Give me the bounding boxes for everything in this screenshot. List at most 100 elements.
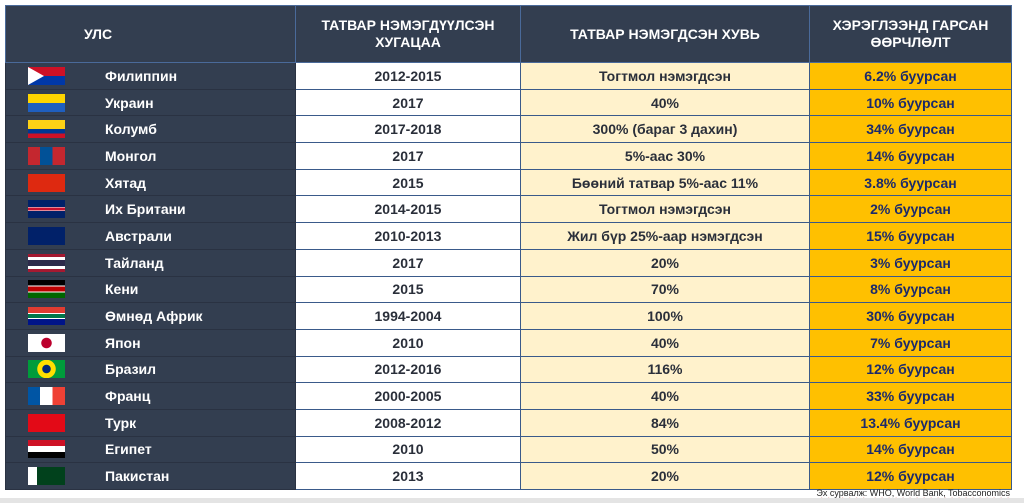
header-increase: ТАТВАР НЭМЭГДСЭН ХУВЬ xyxy=(520,5,810,63)
country-cell: Филиппин xyxy=(5,62,296,90)
period-cell: 2017 xyxy=(295,248,521,277)
france-flag-icon xyxy=(28,387,65,406)
period-cell: 2012-2015 xyxy=(295,62,521,90)
header-period: ТАТВАР НЭМЭГДҮҮЛСЭН ХУГАЦАА xyxy=(295,5,521,63)
change-cell: 12% буурсан xyxy=(809,462,1012,490)
source-text: WHO, World Bank, Tobacconomics xyxy=(869,488,1010,498)
colombia-flag-icon xyxy=(28,120,65,139)
period-cell: 2015 xyxy=(295,275,521,304)
period-cell: 2017 xyxy=(295,88,521,117)
table-row: Их Британи 2014-2015 Тогтмол нэмэгдсэн 2… xyxy=(5,195,1012,224)
bottom-bar xyxy=(0,498,1024,503)
table-row: Турк 2008-2012 84% 13.4% буурсан xyxy=(5,408,1012,437)
increase-cell: Тогтмол нэмэгдсэн xyxy=(520,195,810,224)
brazil-flag-icon xyxy=(28,360,65,379)
table-row: Бразил 2012-2016 116% 12% буурсан xyxy=(5,355,1012,384)
table-row: Египет 2010 50% 14% буурсан xyxy=(5,435,1012,464)
country-cell: Бразил xyxy=(5,355,296,384)
period-cell: 2012-2016 xyxy=(295,355,521,384)
country-cell: Пакистан xyxy=(5,462,296,490)
table-row: Колумб 2017-2018 300% (бараг 3 дахин) 34… xyxy=(5,115,1012,144)
country-name: Египет xyxy=(105,441,152,458)
increase-cell: 20% xyxy=(520,462,810,490)
country-name: Кени xyxy=(105,281,139,298)
country-name: Их Британи xyxy=(105,201,186,218)
country-cell: Колумб xyxy=(5,115,296,144)
country-cell: Япон xyxy=(5,328,296,357)
uk-flag-icon xyxy=(28,200,65,219)
country-name: Франц xyxy=(105,388,151,405)
table-row: Пакистан 2013 20% 12% буурсан xyxy=(5,462,1012,490)
increase-cell: 40% xyxy=(520,382,810,410)
country-cell: Кени xyxy=(5,275,296,304)
table-row: Украин 2017 40% 10% буурсан xyxy=(5,88,1012,117)
increase-cell: Бөөний татвар 5%-аас 11% xyxy=(520,168,810,197)
increase-cell: 70% xyxy=(520,275,810,304)
change-cell: 10% буурсан xyxy=(809,88,1012,117)
country-cell: Франц xyxy=(5,382,296,410)
change-cell: 30% буурсан xyxy=(809,302,1012,330)
country-name: Монгол xyxy=(105,147,157,164)
pakistan-flag-icon xyxy=(28,467,65,486)
period-cell: 2015 xyxy=(295,168,521,197)
header-country: УЛС xyxy=(5,5,296,63)
country-cell: Монгол xyxy=(5,142,296,170)
country-cell: Турк xyxy=(5,408,296,437)
increase-cell: 40% xyxy=(520,328,810,357)
increase-cell: 50% xyxy=(520,435,810,464)
country-cell: Тайланд xyxy=(5,248,296,277)
header-row: УЛС ТАТВАР НЭМЭГДҮҮЛСЭН ХУГАЦАА ТАТВАР Н… xyxy=(5,5,1012,63)
increase-cell: 300% (бараг 3 дахин) xyxy=(520,115,810,144)
change-cell: 12% буурсан xyxy=(809,355,1012,384)
period-cell: 2017-2018 xyxy=(295,115,521,144)
country-name: Украин xyxy=(105,94,154,111)
south-africa-flag-icon xyxy=(28,307,65,326)
increase-cell: 100% xyxy=(520,302,810,330)
table-row: Тайланд 2017 20% 3% буурсан xyxy=(5,248,1012,277)
tobacco-tax-table: УЛС ТАТВАР НЭМЭГДҮҮЛСЭН ХУГАЦАА ТАТВАР Н… xyxy=(5,5,1012,490)
change-cell: 13.4% буурсан xyxy=(809,408,1012,437)
source-note: Эх сурвалж: WHO, World Bank, Tobacconomi… xyxy=(816,488,1010,498)
period-cell: 2013 xyxy=(295,462,521,490)
change-cell: 3.8% буурсан xyxy=(809,168,1012,197)
increase-cell: 5%-аас 30% xyxy=(520,142,810,170)
change-cell: 14% буурсан xyxy=(809,142,1012,170)
table-row: Франц 2000-2005 40% 33% буурсан xyxy=(5,382,1012,410)
country-cell: Австрали xyxy=(5,222,296,250)
table-row: Филиппин 2012-2015 Тогтмол нэмэгдсэн 6.2… xyxy=(5,62,1012,90)
country-cell: Украин xyxy=(5,88,296,117)
increase-cell: 116% xyxy=(520,355,810,384)
period-cell: 2010 xyxy=(295,328,521,357)
country-name: Өмнөд Африк xyxy=(105,308,203,325)
change-cell: 8% буурсан xyxy=(809,275,1012,304)
thailand-flag-icon xyxy=(28,253,65,272)
increase-cell: 84% xyxy=(520,408,810,437)
source-label: Эх сурвалж: xyxy=(816,488,868,498)
ukraine-flag-icon xyxy=(28,93,65,112)
country-name: Филиппин xyxy=(105,67,178,84)
country-name: Тайланд xyxy=(105,254,164,271)
change-cell: 34% буурсан xyxy=(809,115,1012,144)
australia-flag-icon xyxy=(28,226,65,245)
period-cell: 2010 xyxy=(295,435,521,464)
country-name: Турк xyxy=(105,414,137,431)
period-cell: 2008-2012 xyxy=(295,408,521,437)
country-name: Хятад xyxy=(105,174,147,191)
change-cell: 3% буурсан xyxy=(809,248,1012,277)
country-cell: Өмнөд Африк xyxy=(5,302,296,330)
philippines-flag-icon xyxy=(28,66,65,85)
country-name: Бразил xyxy=(105,361,157,378)
change-cell: 6.2% буурсан xyxy=(809,62,1012,90)
period-cell: 2014-2015 xyxy=(295,195,521,224)
country-name: Австрали xyxy=(105,227,172,244)
change-cell: 2% буурсан xyxy=(809,195,1012,224)
change-cell: 7% буурсан xyxy=(809,328,1012,357)
china-flag-icon xyxy=(28,173,65,192)
increase-cell: Жил бүр 25%-аар нэмэгдсэн xyxy=(520,222,810,250)
increase-cell: 20% xyxy=(520,248,810,277)
country-name: Колумб xyxy=(105,121,157,138)
turkey-flag-icon xyxy=(28,413,65,432)
table-row: Кени 2015 70% 8% буурсан xyxy=(5,275,1012,304)
country-cell: Хятад xyxy=(5,168,296,197)
period-cell: 2000-2005 xyxy=(295,382,521,410)
